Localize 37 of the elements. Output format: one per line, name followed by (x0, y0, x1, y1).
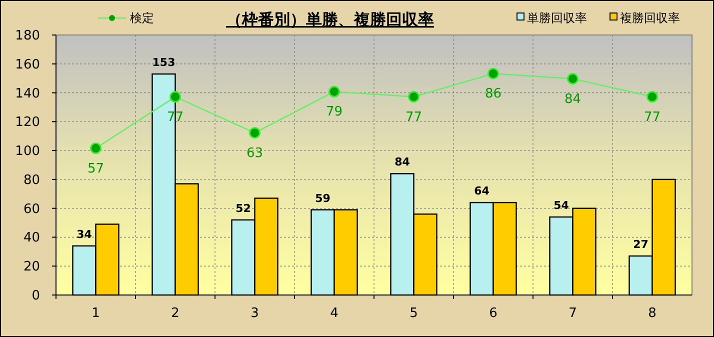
y-tick-label: 60 (23, 202, 40, 217)
x-tick-label: 8 (648, 306, 656, 321)
data-label: 59 (315, 192, 330, 205)
data-label: 27 (633, 238, 648, 251)
data-label: 84 (564, 92, 582, 107)
y-tick-label: 0 (32, 288, 40, 304)
y-tick-label: 100 (15, 144, 40, 160)
data-label: 77 (405, 110, 422, 125)
legend-label: 単勝回収率 (527, 11, 587, 25)
data-label: 84 (394, 156, 410, 169)
x-tick-label: 6 (489, 306, 498, 321)
x-tick-label: 2 (171, 306, 180, 321)
data-label: 153 (152, 56, 176, 69)
chart-title: （枠番別）単勝、複勝回収率 (226, 10, 434, 29)
x-tick-label: 7 (568, 306, 577, 321)
y-tick-label: 140 (15, 86, 40, 102)
data-label: 77 (644, 110, 661, 125)
y-tick-label: 20 (23, 260, 40, 275)
y-tick-label: 180 (15, 28, 40, 44)
y-tick-label: 40 (23, 230, 40, 246)
y-tick-label: 120 (15, 115, 40, 130)
data-label: 52 (236, 202, 251, 215)
x-tick-label: 3 (250, 306, 259, 321)
data-label: 64 (474, 184, 490, 198)
y-tick-label: 160 (15, 57, 40, 72)
x-tick-label: 1 (92, 306, 100, 321)
data-label: 54 (554, 199, 570, 212)
x-tick-label: 4 (330, 306, 338, 321)
legend-label: 検定 (130, 11, 154, 25)
data-label: 86 (484, 86, 502, 102)
legend-label: 複勝回収率 (620, 11, 680, 25)
data-label: 34 (76, 228, 92, 241)
y-tick-label: 80 (23, 172, 40, 188)
data-label: 63 (246, 146, 264, 161)
x-tick-label: 5 (410, 306, 418, 321)
data-label: 57 (87, 161, 104, 176)
data-label: 79 (326, 104, 343, 120)
